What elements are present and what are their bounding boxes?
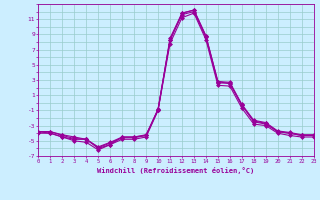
X-axis label: Windchill (Refroidissement éolien,°C): Windchill (Refroidissement éolien,°C): [97, 167, 255, 174]
